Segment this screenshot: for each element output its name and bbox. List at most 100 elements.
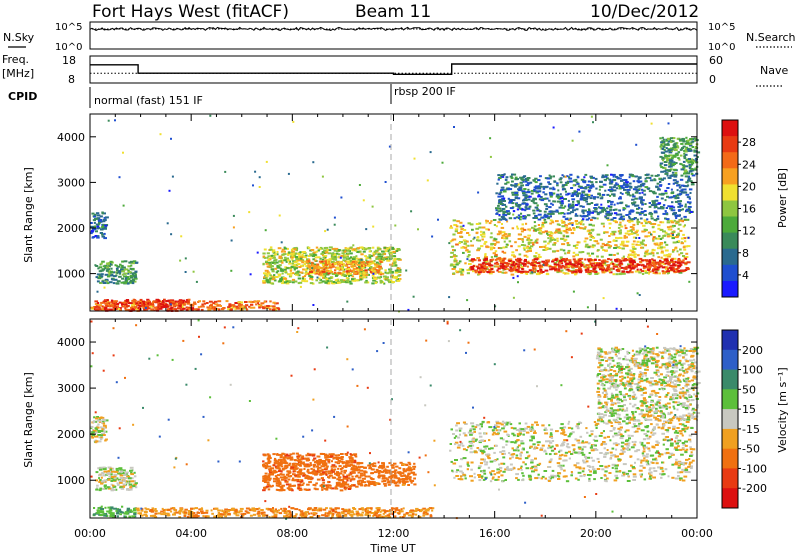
heat-cell (238, 510, 242, 513)
heat-cell (570, 204, 574, 207)
heat-cell (489, 236, 493, 239)
heat-cell (671, 237, 675, 240)
noise-cell (448, 242, 451, 245)
heat-cell (141, 514, 144, 517)
heat-cell (556, 249, 560, 252)
heat-cell (592, 244, 596, 247)
heat-cell (251, 507, 255, 510)
heat-cell (508, 188, 513, 191)
heat-cell (514, 176, 518, 179)
heat-cell (653, 179, 657, 182)
heat-cell (673, 175, 678, 178)
heat-cell (346, 260, 350, 263)
heat-cell (560, 232, 563, 235)
heat-cell (498, 177, 502, 179)
heat-cell (477, 247, 481, 250)
heat-cell (576, 176, 580, 179)
heat-cell (547, 242, 550, 245)
heat-cell (283, 268, 287, 271)
heat-cell (588, 223, 593, 226)
heat-cell (449, 264, 454, 267)
heat-cell (288, 260, 291, 263)
noise-cell (180, 235, 183, 238)
heat-cell (324, 515, 329, 517)
heat-cell (666, 143, 670, 146)
heat-cell (135, 308, 139, 311)
heat-cell (528, 195, 532, 198)
heat-cell (607, 201, 610, 204)
heat-cell (591, 211, 594, 214)
heat-cell (478, 263, 481, 266)
heat-cell (636, 207, 640, 210)
heat-cell (294, 267, 298, 270)
heat-cell (139, 304, 143, 307)
heat-cell (525, 195, 528, 198)
heat-cell (531, 241, 535, 244)
heat-cell (262, 280, 266, 283)
heat-cell (684, 205, 687, 208)
heat-cell (592, 210, 597, 213)
heat-cell (384, 511, 387, 514)
heat-cell (606, 265, 610, 268)
noise-cell (384, 181, 387, 183)
heat-cell (270, 276, 273, 279)
heat-cell (348, 257, 351, 260)
heat-cell (121, 273, 124, 276)
date-title: 10/Dec/2012 (590, 2, 699, 22)
heat-cell (492, 219, 497, 221)
heat-cell (667, 157, 671, 160)
heat-cell (283, 246, 286, 249)
heat-cell (386, 278, 390, 281)
heat-cell (370, 266, 373, 268)
heat-cell (640, 207, 643, 210)
heat-cell (332, 253, 337, 256)
heat-cell (521, 208, 525, 211)
heat-cell (661, 270, 665, 273)
heat-cell (515, 204, 518, 207)
heat-cell (651, 269, 655, 272)
heat-cell (133, 507, 137, 510)
heat-cell (382, 275, 387, 278)
heat-cell (686, 139, 690, 142)
heat-cell (670, 147, 674, 150)
heat-cell (513, 266, 517, 269)
heat-cell (527, 198, 531, 201)
heat-cell (505, 235, 509, 238)
heat-cell (579, 257, 584, 260)
heat-cell (522, 192, 526, 195)
heat-cell (549, 213, 552, 216)
heat-cell (618, 259, 622, 262)
heat-cell (534, 215, 538, 218)
heat-cell (662, 204, 666, 207)
heat-cell (262, 255, 265, 258)
heat-cell (131, 268, 135, 271)
heat-cell (636, 180, 640, 183)
noise-cell (107, 119, 110, 122)
heat-cell (389, 271, 392, 274)
heat-cell (482, 265, 487, 267)
heat-cell (634, 191, 639, 194)
heat-cell (173, 305, 177, 308)
heat-cell (667, 183, 671, 185)
heat-cell (209, 306, 212, 309)
heat-cell (535, 252, 538, 254)
heat-cell (100, 301, 104, 304)
noise-cell (437, 218, 439, 221)
noise-cell (636, 292, 639, 295)
noise-cell (144, 307, 147, 309)
heat-cell (90, 222, 93, 224)
heat-cell (204, 515, 207, 518)
heat-cell (129, 306, 133, 309)
heat-cell (322, 266, 326, 268)
heat-cell (115, 303, 120, 305)
heat-cell (594, 273, 599, 275)
heat-cell (150, 305, 153, 308)
heat-cell (275, 261, 279, 264)
heat-cell (266, 252, 270, 255)
heat-cell (459, 221, 463, 224)
heat-cell (614, 208, 618, 211)
heat-cell (623, 267, 627, 270)
heat-cell (285, 514, 289, 517)
heat-cell (276, 264, 281, 267)
heat-cell (289, 252, 293, 255)
